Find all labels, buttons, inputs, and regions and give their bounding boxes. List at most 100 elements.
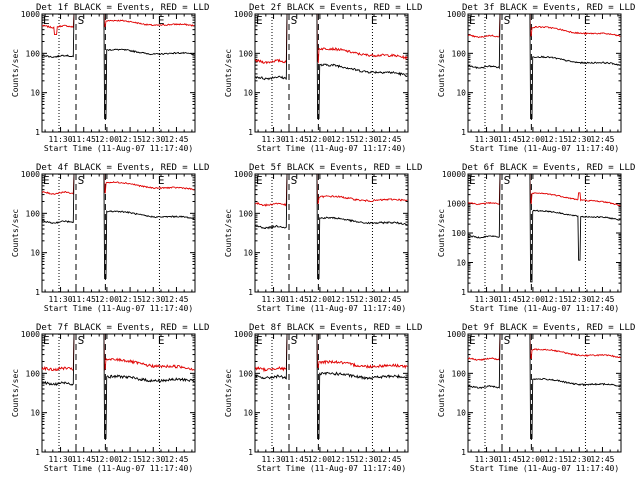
x-tick-label: 12:45 xyxy=(377,135,401,144)
y-tick-label: 1 xyxy=(248,128,253,137)
series-lld-red xyxy=(468,14,621,39)
y-tick-label: 1000 xyxy=(447,330,466,339)
flag-s: S xyxy=(504,174,511,187)
flag-s: S xyxy=(78,174,85,187)
x-tick-label: 12:00 xyxy=(308,135,332,144)
x-axis-label: Start Time (11-Aug-07 11:17:40) xyxy=(257,304,406,313)
x-tick-label: 12:45 xyxy=(590,455,614,464)
detector-panel: Det 4f BLACK = Events, RED = LLD 1 10 100 10… xyxy=(11,163,209,313)
panel-title: Det 8f BLACK = Events, RED = LLD xyxy=(249,323,422,333)
detector-panel: Det 1f BLACK = Events, RED = LLD 1 10 100 10… xyxy=(11,3,209,153)
x-tick-label: 12:45 xyxy=(164,295,188,304)
flag-s: S xyxy=(504,334,511,347)
x-tick-label: 11:30 xyxy=(261,135,285,144)
y-tick-label: 1 xyxy=(461,448,466,457)
flag-e-end: E xyxy=(584,174,591,187)
y-axis-label: Counts/sec xyxy=(437,209,446,257)
x-tick-label: 12:00 xyxy=(521,455,545,464)
x-tick-label: 12:45 xyxy=(377,295,401,304)
y-axis-label: Counts/sec xyxy=(437,369,446,417)
y-tick-label: 1 xyxy=(461,128,466,137)
x-tick-label: 12:45 xyxy=(164,455,188,464)
y-tick-label: 10 xyxy=(456,409,466,418)
x-axis-label: Start Time (11-Aug-07 11:17:40) xyxy=(470,464,619,473)
flag-s: S xyxy=(504,14,511,27)
detector-panel: Det 9f BLACK = Events, RED = LLD 1 10 100 10… xyxy=(437,323,635,473)
x-tick-label: 11:30 xyxy=(48,135,72,144)
series-events-black xyxy=(468,334,621,439)
flag-s: S xyxy=(291,14,298,27)
y-tick-label: 100 xyxy=(452,229,467,238)
y-tick-label: 10000 xyxy=(442,170,466,179)
x-tick-label: 12:00 xyxy=(95,295,119,304)
x-tick-label: 12:15 xyxy=(331,135,355,144)
plot-frame xyxy=(254,13,409,133)
detector-panel: Det 6f BLACK = Events, RED = LLD 1 10 100 10… xyxy=(437,163,635,313)
x-tick-label: 12:45 xyxy=(590,295,614,304)
x-tick-label: 12:45 xyxy=(164,135,188,144)
plot-frame xyxy=(467,173,622,293)
series-events-black xyxy=(42,334,195,439)
y-tick-label: 1 xyxy=(35,288,40,297)
x-tick-label: 12:30 xyxy=(141,135,165,144)
detector-panel: Det 3f BLACK = Events, RED = LLD 1 10 100 10… xyxy=(437,3,635,153)
series-events-black xyxy=(42,14,195,119)
y-tick-label: 100 xyxy=(239,49,254,58)
x-tick-label: 11:30 xyxy=(474,455,498,464)
x-tick-label: 12:30 xyxy=(354,455,378,464)
y-tick-label: 100 xyxy=(26,209,41,218)
y-tick-label: 100 xyxy=(239,369,254,378)
x-tick-label: 12:15 xyxy=(118,455,142,464)
flag-e-end: E xyxy=(584,14,591,27)
x-tick-label: 11:45 xyxy=(285,455,309,464)
y-tick-label: 1000 xyxy=(447,10,466,19)
flag-e-end: E xyxy=(158,334,165,347)
x-tick-label: 12:00 xyxy=(521,135,545,144)
x-tick-label: 12:00 xyxy=(521,295,545,304)
y-axis-label: Counts/sec xyxy=(224,209,233,257)
x-tick-label: 12:00 xyxy=(308,295,332,304)
flag-s: S xyxy=(291,334,298,347)
flag-s: S xyxy=(78,334,85,347)
series-lld-red xyxy=(255,334,408,373)
x-tick-label: 12:00 xyxy=(95,455,119,464)
y-tick-label: 1000 xyxy=(234,330,253,339)
y-tick-label: 1000 xyxy=(447,200,466,209)
x-tick-label: 11:30 xyxy=(261,295,285,304)
y-tick-label: 10 xyxy=(30,249,40,258)
x-tick-label: 12:30 xyxy=(141,455,165,464)
y-axis-label: Counts/sec xyxy=(11,209,20,257)
x-tick-label: 11:45 xyxy=(285,295,309,304)
x-tick-label: 12:15 xyxy=(544,455,568,464)
y-axis-label: Counts/sec xyxy=(11,49,20,97)
x-tick-label: 12:00 xyxy=(95,135,119,144)
x-tick-label: 11:30 xyxy=(48,295,72,304)
x-tick-label: 11:45 xyxy=(72,455,96,464)
x-tick-label: 11:45 xyxy=(72,135,96,144)
flag-e-start: E xyxy=(256,334,263,347)
flag-e-end: E xyxy=(158,14,165,27)
x-tick-label: 12:15 xyxy=(118,295,142,304)
x-tick-label: 11:45 xyxy=(285,135,309,144)
x-tick-label: 11:30 xyxy=(48,455,72,464)
series-events-black xyxy=(468,14,621,119)
panel-title: Det 2f BLACK = Events, RED = LLD xyxy=(249,3,422,13)
x-tick-label: 12:00 xyxy=(308,455,332,464)
y-axis-label: Counts/sec xyxy=(224,49,233,97)
x-tick-label: 12:30 xyxy=(354,135,378,144)
x-axis-label: Start Time (11-Aug-07 11:17:40) xyxy=(470,304,619,313)
y-tick-label: 1 xyxy=(35,128,40,137)
x-tick-label: 11:45 xyxy=(498,455,522,464)
plot-frame xyxy=(41,173,196,293)
x-axis-label: Start Time (11-Aug-07 11:17:40) xyxy=(44,304,193,313)
x-tick-label: 11:30 xyxy=(474,295,498,304)
x-tick-label: 12:30 xyxy=(567,135,591,144)
y-tick-label: 1 xyxy=(248,288,253,297)
flag-e-start: E xyxy=(43,14,50,27)
y-tick-label: 1000 xyxy=(234,170,253,179)
flag-e-start: E xyxy=(256,14,263,27)
y-tick-label: 100 xyxy=(26,369,41,378)
series-lld-red xyxy=(468,174,621,207)
plot-frame xyxy=(467,13,622,133)
x-axis-label: Start Time (11-Aug-07 11:17:40) xyxy=(257,144,406,153)
